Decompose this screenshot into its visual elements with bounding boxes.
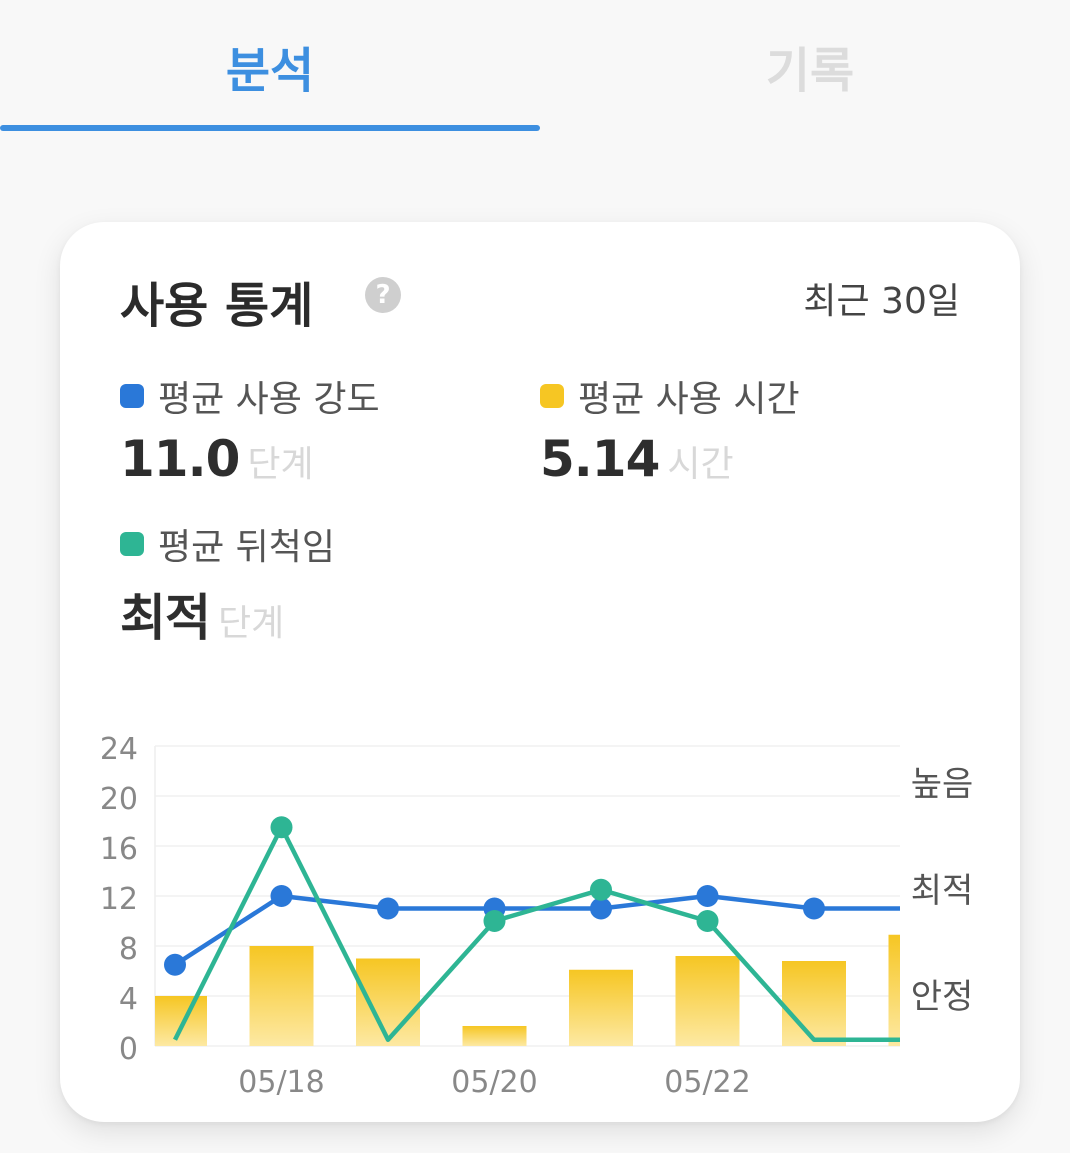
right-axis-label: 최적 (911, 871, 974, 911)
period-label: 최근 30일 (803, 281, 960, 322)
bar-usage-time (155, 996, 207, 1046)
bar-usage-time (462, 1026, 527, 1046)
right-axis-label: 높음 (911, 765, 974, 805)
stat-tossing-value: 최적 (120, 589, 211, 647)
bar-usage-time (249, 946, 314, 1046)
help-icon[interactable]: ? (365, 277, 401, 313)
point-tossing (483, 910, 506, 932)
point-tossing (270, 816, 293, 839)
point-intensity (270, 885, 293, 907)
y-tick-label: 24 (100, 732, 138, 767)
bar-usage-time (782, 961, 846, 1046)
tab-bar: 분석 기록 (0, 0, 1070, 135)
y-tick-label: 20 (100, 782, 138, 817)
point-intensity (164, 953, 186, 976)
stat-time: 평균 사용 시간 5.14 시간 (540, 370, 800, 488)
tossing-legend-dot (120, 532, 144, 556)
x-tick-label: 05/22 (664, 1065, 750, 1100)
tab-records[interactable]: 기록 (765, 43, 855, 99)
point-intensity (696, 885, 719, 907)
y-tick-label: 8 (119, 932, 138, 967)
tab-analysis[interactable]: 분석 (225, 43, 315, 99)
bar-usage-time (569, 969, 633, 1046)
stat-time-value: 5.14 (540, 430, 660, 488)
y-tick-label: 12 (100, 882, 138, 917)
x-tick-label: 05/20 (451, 1065, 537, 1100)
stat-intensity-label: 평균 사용 강도 (158, 379, 380, 420)
line-intensity (173, 893, 900, 967)
stat-intensity: 평균 사용 강도 11.0 단계 (120, 370, 380, 488)
x-tick-label: 05/18 (238, 1065, 324, 1100)
stat-time-unit: 시간 (667, 444, 734, 485)
bar-usage-time (356, 958, 420, 1046)
usage-stats-card: 사용 통계 ? 최근 30일 평균 사용 강도 11.0 단계 평균 사용 시간 … (60, 222, 1020, 1122)
tab-active-indicator (0, 125, 540, 131)
point-intensity (377, 897, 399, 920)
card-title: 사용 통계 (120, 278, 314, 334)
intensity-legend-dot (120, 384, 144, 408)
y-tick-label: 0 (119, 1032, 138, 1067)
time-legend-dot (540, 384, 564, 408)
stat-intensity-unit: 단계 (247, 444, 314, 485)
y-tick-label: 4 (119, 982, 138, 1017)
bar-usage-time (675, 956, 740, 1046)
stat-intensity-value: 11.0 (120, 430, 240, 488)
point-tossing (696, 910, 719, 932)
point-intensity (803, 897, 825, 920)
y-tick-label: 16 (100, 832, 138, 867)
right-axis-label: 안정 (911, 977, 974, 1017)
stat-tossing-unit: 단계 (218, 603, 285, 644)
bar-usage-time (888, 934, 900, 1046)
point-intensity (590, 897, 612, 920)
stat-tossing: 평균 뒤척임 최적 단계 (120, 518, 335, 650)
stat-time-label: 평균 사용 시간 (578, 379, 800, 420)
point-tossing (590, 878, 612, 901)
stat-tossing-label: 평균 뒤척임 (158, 527, 336, 568)
line-tossing (172, 825, 900, 1042)
